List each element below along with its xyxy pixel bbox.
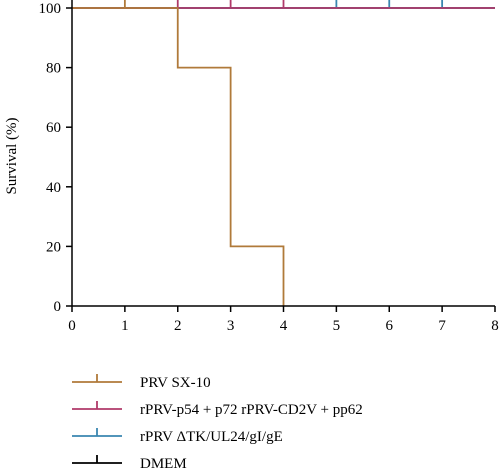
x-tick-label: 8	[491, 318, 499, 334]
y-tick-label: 100	[39, 1, 62, 17]
legend-label: rPRV ΔTK/UL24/gI/gE	[140, 429, 283, 445]
x-tick-label: 5	[333, 318, 341, 334]
y-tick-label: 20	[46, 239, 61, 255]
x-tick-label: 3	[227, 318, 235, 334]
x-tick-label: 7	[438, 318, 446, 334]
plot-area	[72, 0, 495, 306]
legend-label: PRV SX-10	[140, 375, 211, 391]
legend: PRV SX-10 rPRV-p54 + p72 rPRV-CD2V + pp62…	[72, 374, 363, 472]
y-tick-label: 0	[54, 299, 62, 315]
x-tick-label: 0	[68, 318, 76, 334]
y-tick-label: 80	[46, 61, 61, 77]
y-axis-ticks: 0 20 40 60 80 100	[39, 1, 72, 315]
x-tick-label: 4	[280, 318, 288, 334]
legend-label: rPRV-p54 + p72 rPRV-CD2V + pp62	[140, 402, 363, 418]
x-axis-ticks: 0 1 2 3 4 5 6 7 8	[68, 306, 499, 334]
x-tick-label: 2	[174, 318, 182, 334]
y-axis-title: Survival (%)	[4, 117, 20, 194]
y-tick-label: 60	[46, 120, 61, 136]
x-tick-label: 6	[386, 318, 394, 334]
series-line-0	[72, 7, 285, 306]
y-tick-label: 40	[46, 180, 61, 196]
x-tick-label: 1	[121, 318, 129, 334]
legend-label: DMEM	[140, 456, 187, 472]
